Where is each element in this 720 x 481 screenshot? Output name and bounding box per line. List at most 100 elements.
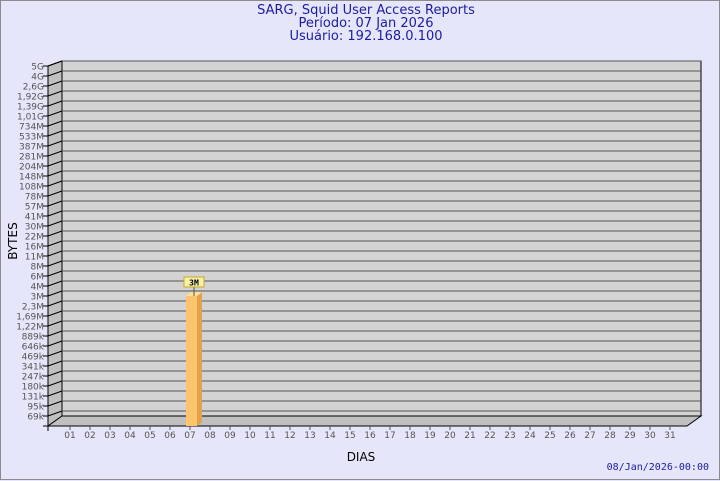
chart-period: Período: 07 Jan 2026 <box>298 16 434 31</box>
y-tick-label: 341k <box>22 363 45 373</box>
y-tick-label: 281M <box>19 153 44 163</box>
x-tick-label: 01 <box>64 431 75 441</box>
x-axis-label: DIAS <box>347 450 376 464</box>
y-tick-slant <box>47 290 63 297</box>
y-tick-label: 108M <box>19 183 44 193</box>
x-tick-label: 27 <box>584 431 595 441</box>
y-axis-label: BYTES <box>6 222 20 259</box>
y-tick-slant <box>47 410 63 417</box>
y-tick-label: 22M <box>25 233 44 243</box>
y-tick-label: 180k <box>22 383 45 393</box>
data-label-box <box>183 276 205 288</box>
plot-back-wall <box>61 60 702 417</box>
y-tick-label: 4G <box>31 73 44 83</box>
y-tick-slant <box>47 240 63 247</box>
y-tick-label: 8M <box>31 263 45 273</box>
y-tick-label: 3M <box>31 293 45 303</box>
y-tick-slant <box>47 70 63 77</box>
y-tick-slant <box>47 260 63 267</box>
y-tick-label: 2,6G <box>23 83 44 93</box>
y-tick-slant <box>47 300 63 307</box>
chart-title: SARG, Squid User Access Reports <box>257 3 475 18</box>
y-tick-slant <box>47 270 63 277</box>
x-tick-label: 29 <box>624 431 636 441</box>
x-tick-label: 03 <box>104 431 115 441</box>
bar-front <box>186 296 197 426</box>
y-tick-label: 469k <box>22 353 45 363</box>
y-tick-slant <box>47 150 63 157</box>
chart-user: Usuário: 192.168.0.100 <box>289 29 443 44</box>
y-tick-label: 247k <box>22 373 45 383</box>
y-tick-slant <box>47 100 63 107</box>
y-tick-slant <box>47 160 63 167</box>
y-tick-label: 646k <box>22 343 45 353</box>
y-tick-label: 2,3M <box>22 303 44 313</box>
y-tick-label: 1,01G <box>17 113 44 123</box>
y-tick-label: 131k <box>22 393 45 403</box>
x-tick-label: 20 <box>444 431 456 441</box>
y-tick-slant <box>47 130 63 137</box>
y-tick-label: 11M <box>25 253 44 263</box>
x-tick-label: 25 <box>544 431 555 441</box>
y-tick-slant <box>47 390 63 397</box>
x-tick-label: 02 <box>84 431 95 441</box>
y-tick-slant <box>47 200 63 207</box>
x-tick-label: 26 <box>564 431 576 441</box>
x-tick-label: 21 <box>464 431 475 441</box>
x-tick-label: 06 <box>164 431 176 441</box>
y-tick-slant <box>47 80 63 87</box>
y-tick-slant <box>47 190 63 197</box>
y-tick-slant <box>47 310 63 317</box>
y-tick-slant <box>47 60 63 67</box>
y-tick-slant <box>47 360 63 367</box>
x-tick-label: 13 <box>304 431 315 441</box>
x-tick-label: 15 <box>344 431 355 441</box>
y-tick-slant <box>47 140 63 147</box>
y-tick-label: 6M <box>31 273 45 283</box>
x-tick-label: 12 <box>284 431 295 441</box>
x-tick-label: 16 <box>364 431 376 441</box>
y-tick-slant <box>47 120 63 127</box>
y-tick-label: 5G <box>31 63 44 73</box>
y-tick-label: 1,39G <box>17 103 44 113</box>
y-tick-label: 69k <box>27 413 44 423</box>
x-tick-label: 31 <box>664 431 675 441</box>
y-tick-label: 1,22M <box>16 323 44 333</box>
x-tick-label: 04 <box>124 431 136 441</box>
x-tick-label: 22 <box>484 431 495 441</box>
x-tick-label: 17 <box>384 431 395 441</box>
generated-timestamp: 08/Jan/2026-00:00 <box>606 462 709 473</box>
x-tick-label: 18 <box>404 431 416 441</box>
x-tick-label: 24 <box>524 431 536 441</box>
y-tick-slant <box>47 380 63 387</box>
y-tick-label: 57M <box>25 203 44 213</box>
y-tick-label: 30M <box>25 223 44 233</box>
y-tick-slant <box>47 280 63 287</box>
y-tick-slant <box>47 320 63 327</box>
x-tick-label: 19 <box>424 431 436 441</box>
y-tick-label: 1,92G <box>17 93 44 103</box>
y-tick-slant <box>47 400 63 407</box>
y-tick-slant <box>47 180 63 187</box>
y-tick-label: 533M <box>19 133 44 143</box>
x-tick-label: 07 <box>184 431 195 441</box>
x-tick-label: 23 <box>504 431 515 441</box>
y-tick-label: 95k <box>27 403 44 413</box>
bar-side <box>197 292 202 426</box>
y-tick-slant <box>47 90 63 97</box>
y-tick-slant <box>47 220 63 227</box>
x-tick-label: 11 <box>264 431 275 441</box>
y-tick-label: 204M <box>19 163 44 173</box>
y-tick-label: 78M <box>25 193 44 203</box>
y-tick-label: 734M <box>19 123 44 133</box>
x-tick-label: 14 <box>324 431 336 441</box>
y-tick-label: 4M <box>31 283 45 293</box>
y-tick-slant <box>47 250 63 257</box>
x-tick-label: 30 <box>644 431 656 441</box>
y-tick-label: 148M <box>19 173 44 183</box>
y-tick-slant <box>47 330 63 337</box>
plot-floor <box>46 415 703 427</box>
x-tick-label: 10 <box>244 431 256 441</box>
x-tick-label: 05 <box>144 431 155 441</box>
